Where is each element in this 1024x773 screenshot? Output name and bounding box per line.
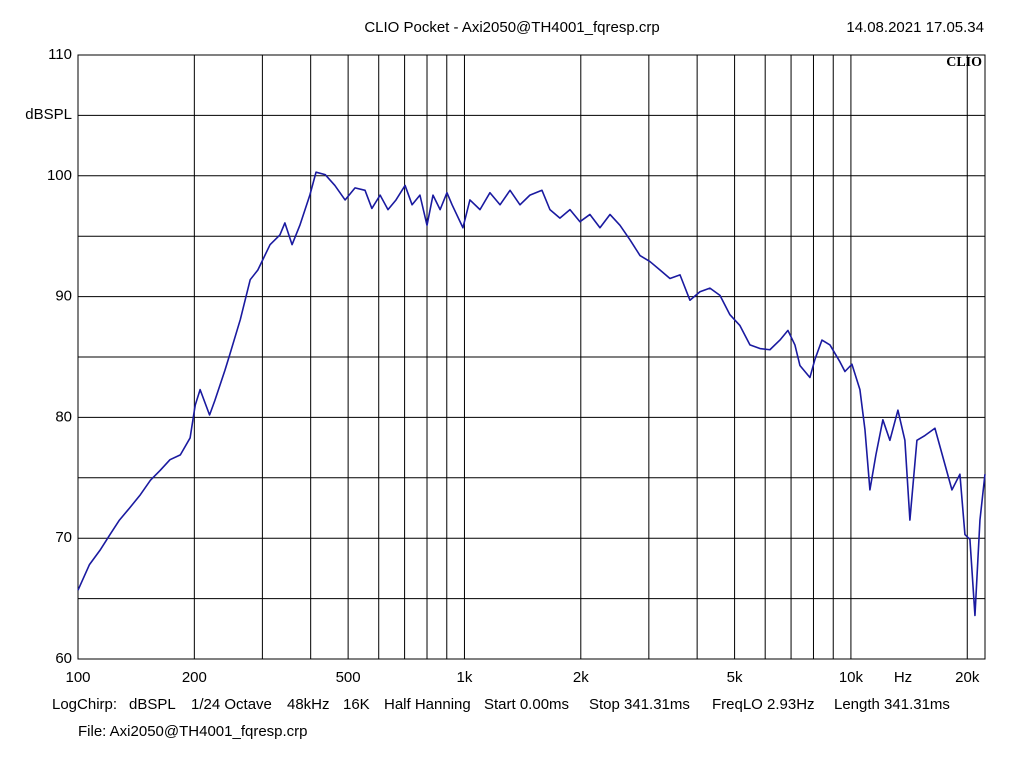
measurement-setting: Start 0.00ms xyxy=(484,696,569,713)
measurement-setting: 1/24 Octave xyxy=(191,696,272,713)
y-axis-label: dBSPL xyxy=(25,106,72,123)
y-tick-label: 100 xyxy=(47,167,72,184)
y-tick-label: 60 xyxy=(55,650,72,667)
measurement-setting: Length 341.31ms xyxy=(834,696,950,713)
logo: CLIO xyxy=(946,55,982,70)
measurement-setting: Stop 341.31ms xyxy=(589,696,690,713)
x-tick-label: 200 xyxy=(182,669,207,686)
x-tick-label: 1k xyxy=(457,669,473,686)
measurement-setting: FreqLO 2.93Hz xyxy=(712,696,815,713)
x-tick-label: 2k xyxy=(573,669,589,686)
measurement-setting: Half Hanning xyxy=(384,696,471,713)
measurement-setting: 16K xyxy=(343,696,370,713)
measurement-setting: dBSPL xyxy=(129,696,176,713)
x-tick-label: 20k xyxy=(955,669,980,686)
y-tick-label: 70 xyxy=(55,529,72,546)
y-tick-label: 110 xyxy=(48,46,72,63)
x-tick-label: 500 xyxy=(336,669,361,686)
chart-title: CLIO Pocket - Axi2050@TH4001_fqresp.crp xyxy=(364,19,659,36)
timestamp: 14.08.2021 17.05.34 xyxy=(846,19,984,36)
measurement-setting: 48kHz xyxy=(287,696,330,713)
measurement-setting: LogChirp: xyxy=(52,696,117,713)
x-tick-label: 100 xyxy=(65,669,90,686)
y-tick-label: 80 xyxy=(55,408,72,425)
y-tick-label: 90 xyxy=(55,288,72,305)
x-axis-label: Hz xyxy=(894,669,912,686)
x-tick-label: 10k xyxy=(839,669,864,686)
x-tick-label: 5k xyxy=(727,669,743,686)
response-curve xyxy=(77,171,986,617)
plot-frame xyxy=(77,54,986,660)
file-name: File: Axi2050@TH4001_fqresp.crp xyxy=(78,723,308,740)
